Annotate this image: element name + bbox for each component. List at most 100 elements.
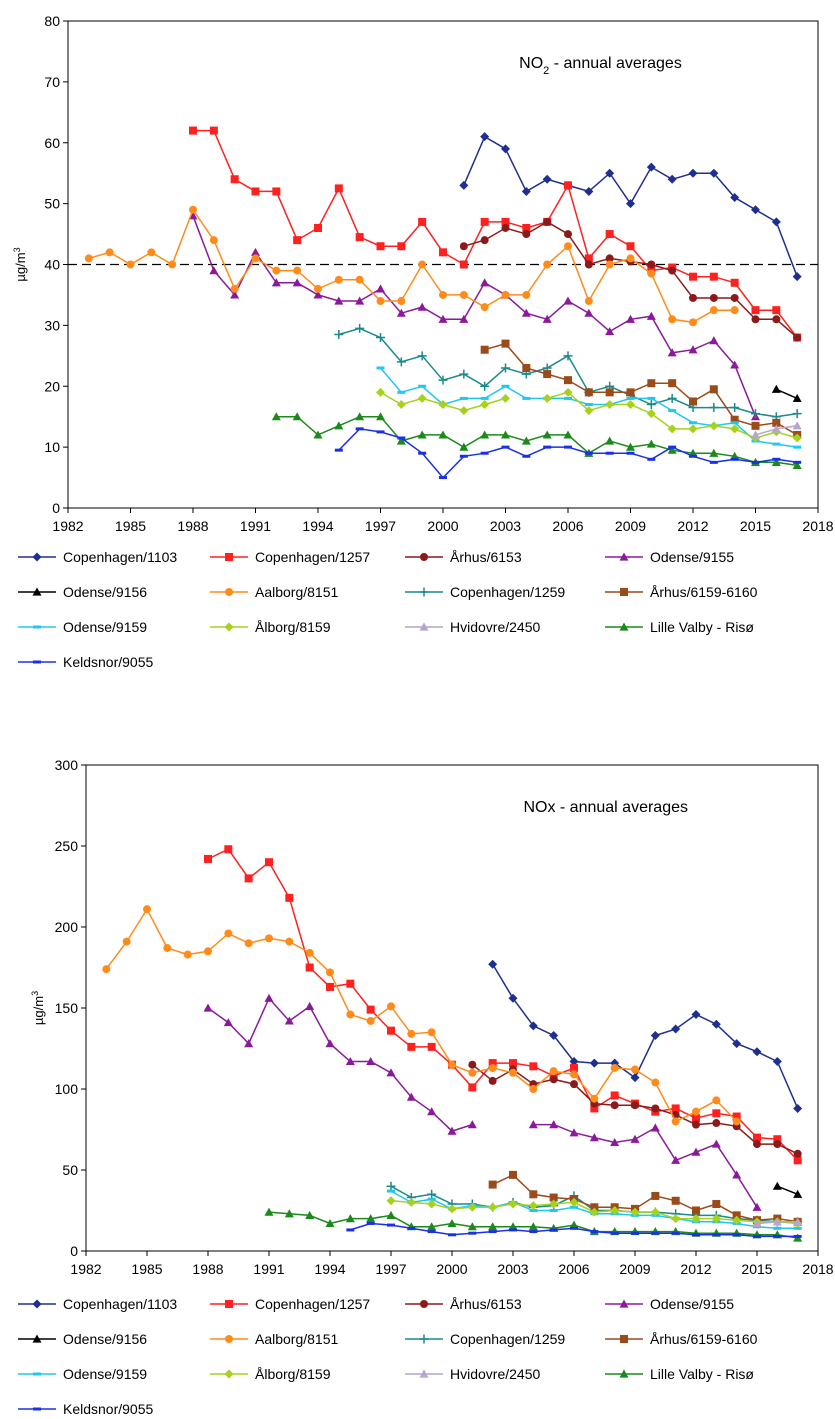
chart1-point-keldsnor-9055 <box>501 445 510 449</box>
chart2-point-odense-9159 <box>773 1226 782 1230</box>
chart1-point-keldsnor-9055 <box>605 451 614 455</box>
chart1-point-lille-valby-risoe <box>646 439 656 448</box>
chart1-x-tick-label: 1994 <box>302 518 333 534</box>
chart1-point-copenhagen-1103 <box>688 168 698 178</box>
chart2-point-copenhagen-1257 <box>712 1109 721 1118</box>
chart1-point-aalborg-8159 <box>626 400 635 410</box>
chart2-point-keldsnor-9055 <box>793 1234 802 1238</box>
chart1-point-odense-9159 <box>626 396 635 400</box>
chart1-point-aarhus-6159-6160 <box>480 345 489 354</box>
chart2-series-aarhus-6159-6160 <box>488 1170 802 1226</box>
chart2-point-copenhagen-1257 <box>265 858 273 867</box>
chart2-point-aalborg-8159 <box>671 1214 681 1224</box>
chart2-point-aalborg-8151 <box>387 1002 395 1011</box>
chart1-legend-item-lille-valby-risoe: Lille Valby - Risø <box>605 619 754 635</box>
chart1-point-aarhus-6159-6160 <box>543 370 552 379</box>
chart2-point-aalborg-8159 <box>569 1197 579 1207</box>
chart1-point-copenhagen-1103 <box>709 168 719 178</box>
chart2-point-keldsnor-9055 <box>610 1231 619 1235</box>
chart1-point-aarhus-6153 <box>564 230 572 239</box>
chart1-plot: 0 10 20 30 40 50 60 70 80 1982 1985 1988 1991 1994 199… <box>12 13 834 534</box>
chart1-y-tick-label: 50 <box>44 196 60 212</box>
chart1-line-lille-valby-risoe <box>276 415 798 467</box>
chart2-point-keldsnor-9055 <box>773 1234 782 1238</box>
chart1-point-odense-9155 <box>438 314 448 323</box>
chart2-point-copenhagen-1257 <box>427 1042 436 1051</box>
chart1-point-lille-valby-risoe <box>438 430 448 439</box>
chart1-point-aalborg-8151 <box>626 254 635 263</box>
chart2-x-tick-label: 2018 <box>802 1261 833 1277</box>
chart1-point-aarhus-6159-6160 <box>668 379 677 388</box>
chart2-point-aarhus-6153 <box>793 1149 802 1158</box>
chart1-point-aalborg-8151 <box>147 248 156 257</box>
chart1-point-aalborg-8159 <box>667 424 677 434</box>
chart1-point-copenhagen-1259 <box>709 403 719 413</box>
chart1-point-copenhagen-1257 <box>709 272 718 281</box>
chart2-point-copenhagen-1103 <box>793 1103 803 1113</box>
chart2-x-tick-label: 2003 <box>497 1261 528 1277</box>
chart1-legend-item-hvidovre-2450: Hvidovre/2450 <box>405 619 540 635</box>
chart1-point-aalborg-8159 <box>480 400 490 410</box>
chart2-point-aalborg-8159 <box>650 1207 660 1217</box>
chart1-point-odense-9155 <box>417 302 427 311</box>
chart1-x-tick-label: 2000 <box>427 518 458 534</box>
chart2-point-copenhagen-1257 <box>692 1114 700 1123</box>
chart1-legend-label: Hvidovre/2450 <box>450 619 540 635</box>
chart1-point-aarhus-6153 <box>543 217 552 226</box>
chart2-point-copenhagen-1103 <box>691 1009 701 1019</box>
chart2-point-odense-9159 <box>549 1209 558 1212</box>
chart2-series-odense-9155 <box>203 993 762 1211</box>
chart1-legend: Copenhagen/1103 Copenhagen/1257 Århus/6153… <box>18 549 758 670</box>
chart1-point-aalborg-8151 <box>564 242 572 251</box>
chart2-legend-item-copenhagen-1257: Copenhagen/1257 <box>210 1296 370 1312</box>
chart2-point-odense-9155 <box>467 1120 477 1129</box>
chart2-point-copenhagen-1103 <box>549 1031 559 1041</box>
chart2-line-copenhagen-1103 <box>492 963 799 1109</box>
chart1-point-copenhagen-1103 <box>646 162 656 172</box>
chart1-point-aalborg-8151 <box>459 290 468 299</box>
chart1-point-odense-9159 <box>730 421 739 425</box>
chart1-point-keldsnor-9055 <box>543 445 552 449</box>
chart2-point-aalborg-8151 <box>651 1078 660 1087</box>
chart1-point-lille-valby-risoe <box>459 442 469 451</box>
chart2-point-aarhus-6159-6160 <box>509 1170 517 1179</box>
chart1-legend-label: Århus/6153 <box>450 549 522 565</box>
chart2-point-copenhagen-1103 <box>528 1021 538 1031</box>
chart1-point-odense-9155 <box>646 311 656 320</box>
chart1-point-lille-valby-risoe <box>667 445 677 454</box>
chart1-point-copenhagen-1259 <box>646 400 656 410</box>
chart2-y-axis-label: µg/m3 <box>30 991 46 1025</box>
chart2-series-odense-9156 <box>772 1181 803 1198</box>
chart2-point-keldsnor-9055 <box>427 1230 436 1234</box>
chart2-legend-item-odense-9156: Odense/9156 <box>18 1331 147 1347</box>
chart2-point-copenhagen-1257 <box>326 982 334 991</box>
chart2-x-tick-label: 1997 <box>375 1261 406 1277</box>
chart1-point-aalborg-8151 <box>334 275 343 284</box>
chart2-point-aalborg-8151 <box>244 939 253 948</box>
chart2-point-aalborg-8159 <box>610 1206 620 1215</box>
chart1-point-aalborg-8151 <box>355 275 364 284</box>
chart1-point-lille-valby-risoe <box>313 430 323 439</box>
chart2-point-aarhus-6159-6160 <box>712 1200 721 1209</box>
chart1-point-aalborg-8151 <box>418 260 427 269</box>
chart1-point-lille-valby-risoe <box>792 460 802 469</box>
chart1-point-odense-9159 <box>376 366 385 370</box>
chart1-legend-marker <box>419 622 429 631</box>
chart2-point-aalborg-8151 <box>326 968 334 977</box>
chart2-point-odense-9155 <box>264 993 274 1002</box>
chart1-point-aarhus-6153 <box>751 315 760 324</box>
chart2-legend-marker <box>32 1299 42 1309</box>
chart2-point-aarhus-6159-6160 <box>671 1196 680 1205</box>
chart1-point-lille-valby-risoe <box>271 412 281 421</box>
chart1-point-odense-9159 <box>793 445 802 449</box>
chart1-point-aalborg-8159 <box>646 409 656 419</box>
chart1-point-lille-valby-risoe <box>355 412 365 421</box>
chart1-x-tick-label: 2009 <box>615 518 646 534</box>
chart1-y-tick-label: 0 <box>52 500 60 516</box>
chart2-legend-marker <box>420 1300 428 1308</box>
chart2-point-odense-9155 <box>223 1018 233 1027</box>
chart2-point-copenhagen-1257 <box>732 1112 741 1121</box>
chart1-point-copenhagen-1257 <box>189 126 197 135</box>
chart2-point-keldsnor-9055 <box>407 1226 416 1230</box>
chart2-point-aalborg-8151 <box>570 1070 578 1079</box>
